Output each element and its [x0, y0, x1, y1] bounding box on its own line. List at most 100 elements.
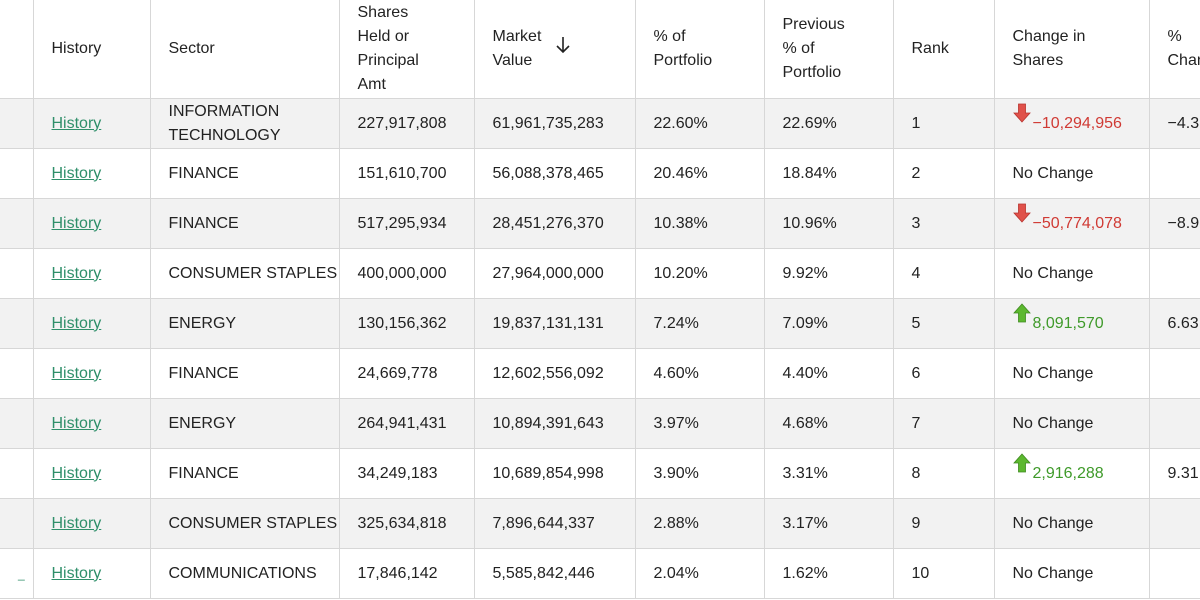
rank-cell: 6: [893, 348, 995, 399]
market-value-cell: 5,585,842,446: [474, 548, 636, 599]
prev-pct-cell: 10.96%: [764, 198, 894, 249]
market-value-cell: 19,837,131,131: [474, 298, 636, 349]
history-link[interactable]: History: [51, 314, 102, 332]
change-shares-cell: −50,774,078: [994, 198, 1150, 249]
pct-portfolio-cell: 3.97%: [635, 398, 765, 449]
shares-cell: 227,917,808: [339, 98, 475, 149]
history-link[interactable]: History: [51, 514, 102, 532]
prev-pct-cell: 4.68%: [764, 398, 894, 449]
sector-cell: COMMUNICATIONS: [150, 548, 340, 599]
shares-cell: 517,295,934: [339, 198, 475, 249]
rank-cell: 5: [893, 298, 995, 349]
table-row: History ENERGY 130,156,362 19,837,131,13…: [0, 298, 1200, 349]
history-link[interactable]: History: [51, 264, 102, 282]
history-link[interactable]: History: [51, 164, 102, 182]
header-sector[interactable]: Sector: [150, 0, 340, 99]
table-row: History CONSUMER STAPLES 325,634,818 7,8…: [0, 498, 1200, 549]
history-cell: History: [33, 548, 151, 599]
sector-cell: FINANCE: [150, 148, 340, 199]
header-market-value[interactable]: Market Value: [474, 0, 636, 99]
sector-cell: ENERGY: [150, 298, 340, 349]
header-row: History Sector Shares Held or Principal …: [0, 0, 1200, 99]
header-edge: [0, 0, 34, 99]
history-link[interactable]: History: [51, 114, 102, 132]
header-shares[interactable]: Shares Held or Principal Amt: [339, 0, 475, 99]
sector-cell: FINANCE: [150, 348, 340, 399]
prev-pct-cell: 9.92%: [764, 248, 894, 299]
pct-change-cell: [1149, 398, 1200, 449]
market-value-cell: 10,689,854,998: [474, 448, 636, 499]
row-edge-cell: [0, 248, 34, 299]
change-shares-cell: 8,091,570: [994, 298, 1150, 349]
history-cell: History: [33, 398, 151, 449]
shares-cell: 264,941,431: [339, 398, 475, 449]
sector-cell: CONSUMER STAPLES: [150, 498, 340, 549]
change-value: No Change: [1012, 164, 1094, 182]
market-value-cell: 10,894,391,643: [474, 398, 636, 449]
history-cell: History: [33, 448, 151, 499]
change-value: No Change: [1012, 414, 1094, 432]
change-shares-cell: No Change: [994, 148, 1150, 199]
rank-cell: 1: [893, 98, 995, 149]
prev-pct-cell: 1.62%: [764, 548, 894, 599]
change-value: −10,294,956: [1012, 103, 1122, 138]
rank-cell: 4: [893, 248, 995, 299]
table-row: History FINANCE 24,669,778 12,602,556,09…: [0, 348, 1200, 399]
change-shares-cell: −10,294,956: [994, 98, 1150, 149]
shares-cell: 325,634,818: [339, 498, 475, 549]
history-cell: History: [33, 298, 151, 349]
market-value-cell: 61,961,735,283: [474, 98, 636, 149]
market-value-cell: 28,451,276,370: [474, 198, 636, 249]
arrow-down-icon[interactable]: [555, 36, 571, 62]
change-value: 8,091,570: [1012, 302, 1104, 338]
sector-cell: INFORMATION TECHNOLOGY: [150, 98, 340, 149]
row-edge-cell: [0, 348, 34, 399]
rank-cell: 10: [893, 548, 995, 599]
pct-portfolio-cell: 10.38%: [635, 198, 765, 249]
history-cell: History: [33, 248, 151, 299]
history-link[interactable]: History: [51, 464, 102, 482]
header-pct-change[interactable]: % Change: [1149, 0, 1200, 99]
change-shares-cell: No Change: [994, 498, 1150, 549]
pct-portfolio-cell: 3.90%: [635, 448, 765, 499]
rank-cell: 7: [893, 398, 995, 449]
shares-cell: 17,846,142: [339, 548, 475, 599]
shares-cell: 24,669,778: [339, 348, 475, 399]
history-link[interactable]: History: [51, 564, 102, 582]
header-history[interactable]: History: [33, 0, 151, 99]
rank-cell: 2: [893, 148, 995, 199]
shares-cell: 34,249,183: [339, 448, 475, 499]
header-change-shares[interactable]: Change in Shares: [994, 0, 1150, 99]
header-market-value-label: Market Value: [492, 28, 542, 69]
pct-portfolio-cell: 2.88%: [635, 498, 765, 549]
table-row: History FINANCE 517,295,934 28,451,276,3…: [0, 198, 1200, 249]
row-edge-cell: [0, 398, 34, 449]
change-value: No Change: [1012, 264, 1094, 282]
header-rank[interactable]: Rank: [893, 0, 995, 99]
change-value: 2,916,288: [1012, 452, 1104, 488]
change-shares-cell: No Change: [994, 248, 1150, 299]
history-link[interactable]: History: [51, 414, 102, 432]
history-cell: History: [33, 98, 151, 149]
history-link[interactable]: History: [51, 364, 102, 382]
table-row: _ History COMMUNICATIONS 17,846,142 5,58…: [0, 548, 1200, 599]
row-edge-cell: [0, 148, 34, 199]
row-edge-cell: _: [0, 548, 34, 599]
history-cell: History: [33, 498, 151, 549]
pct-portfolio-cell: 4.60%: [635, 348, 765, 399]
sector-cell: FINANCE: [150, 448, 340, 499]
row-edge-cell: [0, 298, 34, 349]
shares-cell: 130,156,362: [339, 298, 475, 349]
green-up-arrow-icon: [1012, 452, 1031, 481]
header-pct-portfolio[interactable]: % of Portfolio: [635, 0, 765, 99]
table-row: History INFORMATION TECHNOLOGY 227,917,8…: [0, 98, 1200, 149]
pct-portfolio-cell: 2.04%: [635, 548, 765, 599]
edge-link-fragment[interactable]: _: [18, 566, 25, 581]
sector-cell: ENERGY: [150, 398, 340, 449]
pct-change-cell: −4.3: [1149, 98, 1200, 149]
sector-cell: CONSUMER STAPLES: [150, 248, 340, 299]
table-row: History FINANCE 34,249,183 10,689,854,99…: [0, 448, 1200, 499]
history-link[interactable]: History: [51, 214, 102, 232]
header-prev-pct[interactable]: Previous % of Portfolio: [764, 0, 894, 99]
